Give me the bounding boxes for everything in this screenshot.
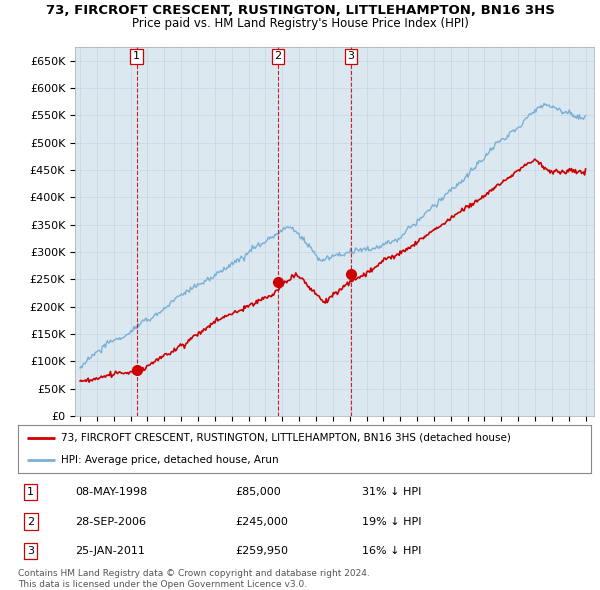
Text: 1: 1 bbox=[27, 487, 34, 497]
Text: £85,000: £85,000 bbox=[236, 487, 281, 497]
Text: 25-JAN-2011: 25-JAN-2011 bbox=[76, 546, 145, 556]
Text: Price paid vs. HM Land Registry's House Price Index (HPI): Price paid vs. HM Land Registry's House … bbox=[131, 17, 469, 30]
Text: 1: 1 bbox=[133, 51, 140, 61]
Text: 73, FIRCROFT CRESCENT, RUSTINGTON, LITTLEHAMPTON, BN16 3HS: 73, FIRCROFT CRESCENT, RUSTINGTON, LITTL… bbox=[46, 4, 554, 17]
Text: 08-MAY-1998: 08-MAY-1998 bbox=[76, 487, 148, 497]
Text: 2: 2 bbox=[274, 51, 281, 61]
Text: 28-SEP-2006: 28-SEP-2006 bbox=[76, 517, 146, 526]
Text: 31% ↓ HPI: 31% ↓ HPI bbox=[362, 487, 421, 497]
Text: Contains HM Land Registry data © Crown copyright and database right 2024.
This d: Contains HM Land Registry data © Crown c… bbox=[18, 569, 370, 589]
Text: 3: 3 bbox=[27, 546, 34, 556]
Text: 16% ↓ HPI: 16% ↓ HPI bbox=[362, 546, 421, 556]
Text: HPI: Average price, detached house, Arun: HPI: Average price, detached house, Arun bbox=[61, 455, 278, 465]
Text: £245,000: £245,000 bbox=[236, 517, 289, 526]
Text: 19% ↓ HPI: 19% ↓ HPI bbox=[362, 517, 421, 526]
Text: 73, FIRCROFT CRESCENT, RUSTINGTON, LITTLEHAMPTON, BN16 3HS (detached house): 73, FIRCROFT CRESCENT, RUSTINGTON, LITTL… bbox=[61, 433, 511, 443]
Text: 2: 2 bbox=[27, 517, 34, 526]
Text: 3: 3 bbox=[347, 51, 355, 61]
Text: £259,950: £259,950 bbox=[236, 546, 289, 556]
